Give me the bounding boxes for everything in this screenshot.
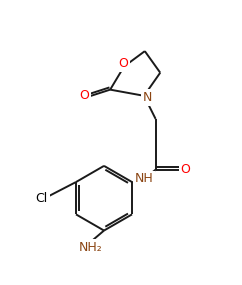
Text: O: O xyxy=(181,163,190,176)
Text: NH: NH xyxy=(135,172,153,186)
Text: NH₂: NH₂ xyxy=(78,241,102,254)
Text: Cl: Cl xyxy=(36,192,48,205)
Text: N: N xyxy=(143,91,152,104)
Text: O: O xyxy=(118,57,128,70)
Text: O: O xyxy=(79,89,89,102)
